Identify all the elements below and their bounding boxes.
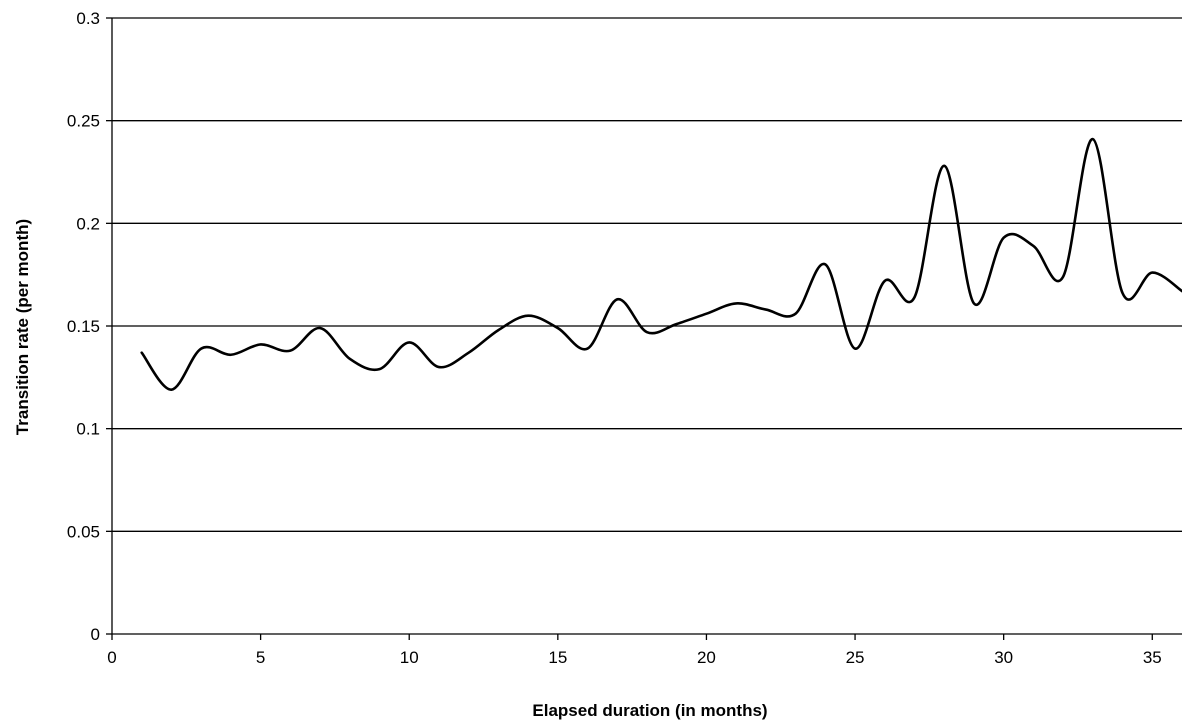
- data-point: [972, 301, 976, 305]
- x-tick-label: 15: [548, 648, 567, 667]
- data-point: [942, 164, 946, 168]
- data-point: [764, 308, 768, 312]
- data-point: [1091, 137, 1095, 141]
- data-point: [378, 367, 382, 371]
- data-point: [734, 301, 738, 305]
- data-point: [704, 312, 708, 316]
- y-tick-label: 0.15: [67, 317, 100, 336]
- data-point: [794, 312, 798, 316]
- data-point: [169, 388, 173, 392]
- data-point: [259, 342, 263, 346]
- series-layer: [140, 137, 1182, 392]
- y-tick-label: 0: [91, 625, 100, 644]
- y-tick-label: 0.25: [67, 112, 100, 131]
- data-point: [556, 326, 560, 330]
- gridlines: [112, 17, 1182, 532]
- data-point: [467, 351, 471, 355]
- data-point: [913, 295, 917, 299]
- data-point: [318, 326, 322, 330]
- x-tick-label: 0: [107, 648, 116, 667]
- data-point: [229, 353, 233, 357]
- data-point: [199, 347, 203, 351]
- data-point: [140, 351, 144, 355]
- data-point: [853, 347, 857, 351]
- data-point: [348, 357, 352, 361]
- data-point: [586, 347, 590, 351]
- data-point: [615, 297, 619, 301]
- axes: [106, 17, 1182, 640]
- data-point: [675, 322, 679, 326]
- y-tick-label: 0.1: [76, 420, 100, 439]
- data-point: [1061, 275, 1065, 279]
- data-point: [437, 365, 441, 369]
- y-tick-label: 0.05: [67, 522, 100, 541]
- data-point: [1121, 291, 1125, 295]
- x-tick-label: 25: [846, 648, 865, 667]
- y-axis-title: Transition rate (per month): [13, 219, 32, 435]
- x-tick-label: 5: [256, 648, 265, 667]
- x-tick-label: 35: [1143, 648, 1162, 667]
- series-line-0: [140, 137, 1182, 391]
- data-point: [1002, 236, 1006, 240]
- x-tick-label: 30: [994, 648, 1013, 667]
- x-axis-title: Elapsed duration (in months): [532, 701, 767, 720]
- y-tick-label: 0.3: [76, 9, 100, 28]
- data-point: [645, 330, 649, 334]
- data-point: [1150, 271, 1154, 275]
- data-point: [407, 340, 411, 344]
- data-point: [288, 349, 292, 353]
- data-point: [496, 328, 500, 332]
- data-point: [1031, 244, 1035, 248]
- x-tick-label: 10: [400, 648, 419, 667]
- data-point: [823, 262, 827, 266]
- y-tick-label: 0.2: [76, 214, 100, 233]
- tick-labels: 0 0.05 0.1 0.15 0.2 0.25 0.3 0 5 10 15 20 25 30 35: [67, 9, 1162, 667]
- x-tick-label: 20: [697, 648, 716, 667]
- data-point: [526, 314, 530, 318]
- data-point: [883, 279, 887, 283]
